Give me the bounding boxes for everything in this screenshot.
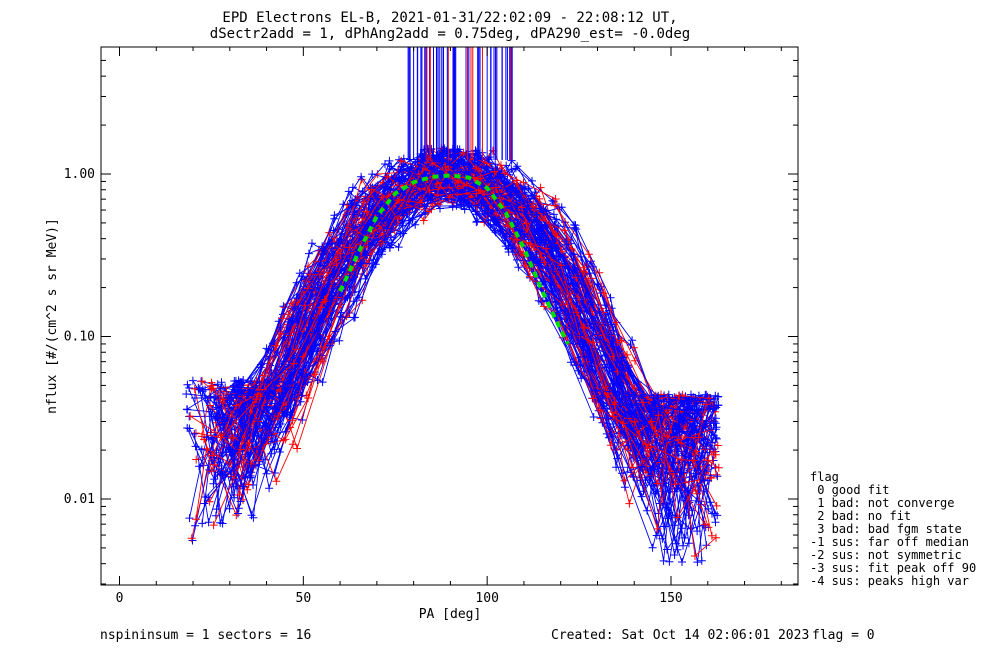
data-layer xyxy=(182,47,723,567)
plot-frame xyxy=(100,46,799,586)
footer-created: Created: Sat Oct 14 02:06:01 2023 xyxy=(551,628,809,643)
legend-item: -2 sus: not symmetric xyxy=(810,548,962,562)
profile-markers xyxy=(190,157,701,527)
profile-line xyxy=(186,157,705,493)
profile-markers xyxy=(206,170,699,513)
profile-markers xyxy=(191,172,703,533)
legend-item: 3 bad: bad fgm state xyxy=(810,522,962,536)
legend-item: -3 sus: fit peak off 90 xyxy=(810,561,976,575)
y-axis-label: nflux [#/(cm^2 s sr MeV)] xyxy=(45,218,60,414)
legend-item: -4 sus: peaks high var xyxy=(810,574,969,588)
profile-line xyxy=(201,161,697,462)
footer-left: nspininsum = 1 sectors = 16 xyxy=(100,628,311,643)
legend-item: 0 good fit xyxy=(810,483,889,497)
x-tick-label: 0 xyxy=(116,591,124,606)
chart-title-line2: dSectr2add = 1, dPhAng2add = 0.75deg, dP… xyxy=(210,26,690,42)
profile-line xyxy=(240,160,714,436)
x-tick-label: 50 xyxy=(296,591,312,606)
fit-layer xyxy=(338,173,570,345)
flag-legend: flag 0 good fit 1 bad: not converge 2 ba… xyxy=(810,470,976,588)
legend-item: 2 bad: no fit xyxy=(810,509,911,523)
x-tick-label: 100 xyxy=(475,591,498,606)
y-tick-label: 1.00 xyxy=(64,167,95,182)
y-tick-label: 0.01 xyxy=(64,492,95,507)
legend-title: flag xyxy=(810,470,839,484)
x-tick-label: 150 xyxy=(659,591,682,606)
fit-curve xyxy=(338,173,570,345)
chart-title-line1: EPD Electrons EL-B, 2021-01-31/22:02:09 … xyxy=(222,10,677,26)
legend-item: -1 sus: far off median xyxy=(810,535,969,549)
axes-layer: 0 50 100 150 0.01 0.10 1.00 xyxy=(64,47,798,606)
profile-line xyxy=(191,158,719,539)
footer-flag: flag = 0 xyxy=(812,628,875,643)
profile-markers xyxy=(236,157,718,440)
x-axis-label: PA [deg] xyxy=(419,607,482,622)
y-tick-label: 0.10 xyxy=(64,330,95,345)
legend-item: 1 bad: not converge xyxy=(810,496,955,510)
